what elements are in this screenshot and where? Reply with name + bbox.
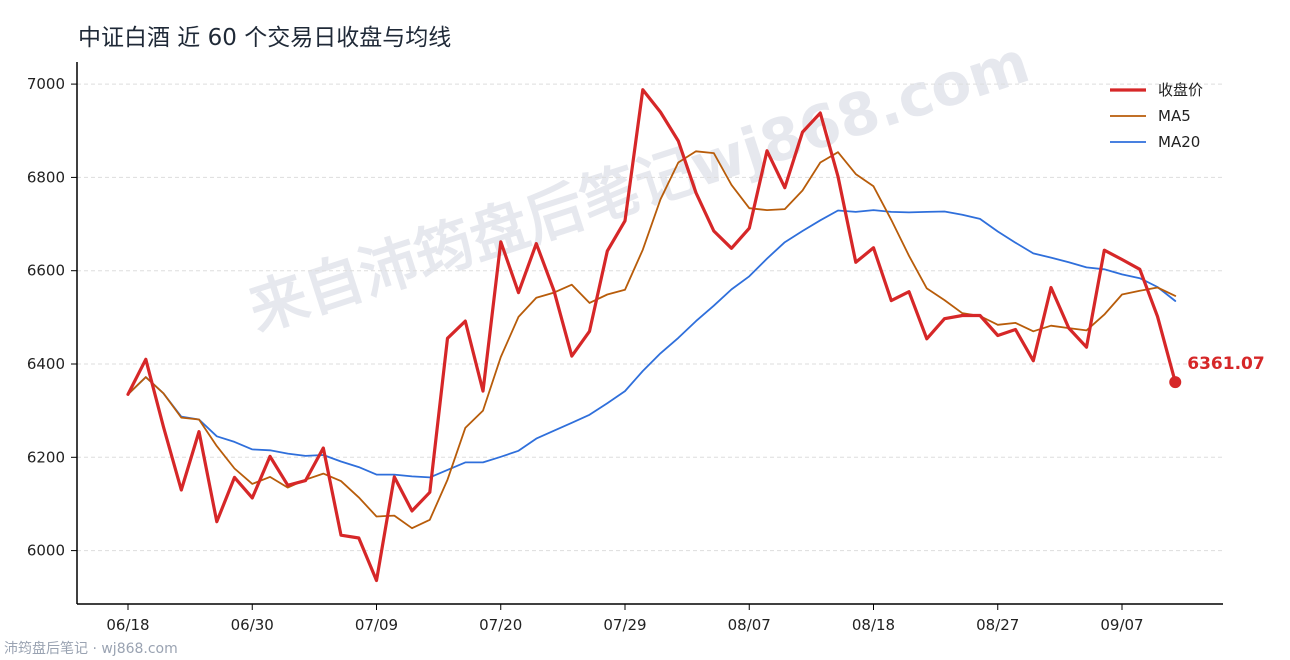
- watermark-text: 来自沛筠盘后笔记wj868.com: [241, 28, 1037, 345]
- legend-label-close-price-line: 收盘价: [1158, 81, 1203, 99]
- x-tick-label: 09/07: [1100, 616, 1143, 634]
- close-price-line: [126, 88, 1177, 583]
- y-tick-label: 7000: [27, 75, 65, 93]
- x-tick-label: 06/30: [231, 616, 274, 634]
- axes: 6000 6200 6400 6600 6800 7000 06/18 06/30 07/09 0…: [27, 62, 1223, 634]
- x-tick-label: 06/18: [106, 616, 149, 634]
- chart-title: 中证白酒 近 60 个交易日收盘与均线: [78, 25, 452, 51]
- y-tick-label: 6800: [27, 168, 65, 186]
- last-close-marker: [1169, 376, 1182, 389]
- x-tick-label: 07/20: [479, 616, 522, 634]
- y-tick-label: 6200: [27, 448, 65, 466]
- y-tick-label: 6600: [27, 262, 65, 280]
- legend: 收盘价 MA5 MA20: [1110, 81, 1203, 151]
- last-close-label: 6361.07: [1187, 354, 1264, 374]
- y-tick-label: 6000: [27, 542, 65, 560]
- y-tick-label: 6400: [27, 355, 65, 373]
- legend-label-ma20-line: MA20: [1158, 133, 1200, 151]
- footer-credit: 沛筠盘后笔记 · wj868.com: [4, 641, 178, 657]
- series-lines: [126, 88, 1177, 583]
- last-value-annotation: 6361.07: [1169, 354, 1265, 389]
- x-tick-label: 07/09: [355, 616, 398, 634]
- x-tick-label: 08/18: [852, 616, 895, 634]
- x-tick-label: 08/07: [728, 616, 771, 634]
- legend-label-ma5-line: MA5: [1158, 107, 1191, 125]
- ma20-line: [127, 209, 1177, 479]
- x-tick-label: 07/29: [603, 616, 646, 634]
- x-tick-label: 08/27: [976, 616, 1019, 634]
